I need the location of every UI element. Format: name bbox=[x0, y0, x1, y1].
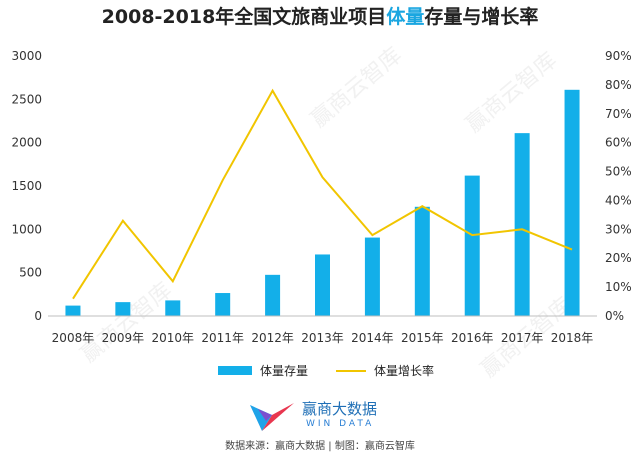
y-right-tick-label: 80% bbox=[605, 78, 632, 92]
logo-mark-mid bbox=[258, 409, 272, 421]
y-right-tick-label: 50% bbox=[605, 165, 632, 179]
x-tick-label: 2017年 bbox=[501, 331, 544, 345]
chart-title: 2008-2018年全国文旅商业项目体量存量与增长率 bbox=[0, 2, 640, 29]
legend-bar: 体量存量 bbox=[218, 362, 308, 379]
y-right-tick-label: 30% bbox=[605, 222, 632, 236]
y-left-tick-label: 2500 bbox=[11, 92, 42, 106]
bar bbox=[65, 305, 81, 316]
logo-mark-left bbox=[250, 405, 272, 431]
windata-logo bbox=[250, 403, 294, 431]
x-tick-label: 2018年 bbox=[551, 331, 594, 345]
y-right-tick-label: 90% bbox=[605, 49, 632, 63]
bar bbox=[165, 300, 181, 316]
bar bbox=[464, 175, 480, 316]
tick-labels: 0 500 1000 1500 2000 2500 3000 0% 10% 20% 30% 40% 50… bbox=[11, 49, 631, 345]
bar bbox=[564, 89, 580, 316]
bar bbox=[414, 206, 430, 316]
y-right-tick-label: 20% bbox=[605, 251, 632, 265]
bar bbox=[115, 302, 131, 316]
title-part-1: 2008-2018年全国文旅商业项目 bbox=[101, 6, 387, 28]
y-left-tick-label: 1500 bbox=[11, 179, 42, 193]
bar-series bbox=[65, 89, 580, 316]
logo-mark-right bbox=[262, 403, 294, 431]
bar bbox=[514, 133, 530, 316]
legend-bar-label: 体量存量 bbox=[260, 364, 309, 378]
x-tick-label: 2009年 bbox=[102, 331, 145, 345]
combo-chart: 0 500 1000 1500 2000 2500 3000 0% 10% 20% 30% 40% 50… bbox=[11, 49, 631, 345]
growth-line bbox=[72, 88, 573, 300]
title-highlight: 体量 bbox=[386, 6, 425, 28]
logo-name: 赢商大数据 bbox=[302, 400, 378, 418]
line-series bbox=[72, 88, 573, 300]
bar bbox=[265, 274, 281, 316]
legend-line: 体量增长率 bbox=[336, 362, 434, 379]
logo-sub: WIN DATA bbox=[306, 419, 375, 429]
y-right-tick-label: 60% bbox=[605, 136, 632, 150]
legend-bar-swatch bbox=[218, 366, 252, 375]
bar bbox=[315, 254, 330, 316]
x-tick-label: 2010年 bbox=[151, 331, 194, 345]
x-tick-label: 2015年 bbox=[401, 331, 444, 345]
x-tick-label: 2013年 bbox=[301, 331, 344, 345]
y-right-tick-label: 0% bbox=[605, 309, 624, 323]
source-note: 数据来源：赢商大数据 | 制图：赢商云智库 bbox=[225, 441, 415, 452]
y-right-tick-label: 70% bbox=[605, 107, 632, 121]
x-tick-label: 2014年 bbox=[351, 331, 394, 345]
legend-line-label: 体量增长率 bbox=[374, 364, 435, 378]
bar bbox=[215, 293, 231, 316]
y-left-tick-label: 1000 bbox=[11, 222, 42, 236]
y-left-tick-label: 2000 bbox=[11, 136, 42, 150]
x-tick-label: 2011年 bbox=[201, 331, 244, 345]
bar bbox=[364, 237, 380, 316]
y-right-tick-label: 40% bbox=[605, 193, 632, 207]
y-left-tick-label: 0 bbox=[34, 309, 42, 323]
x-tick-label: 2008年 bbox=[52, 331, 95, 345]
y-left-tick-label: 3000 bbox=[11, 49, 42, 63]
x-tick-label: 2012年 bbox=[251, 331, 294, 345]
y-right-tick-label: 10% bbox=[605, 280, 632, 294]
title-part-2: 存量与增长率 bbox=[424, 6, 539, 28]
x-tick-label: 2016年 bbox=[451, 331, 494, 345]
legend-line-swatch bbox=[336, 369, 366, 372]
y-left-tick-label: 500 bbox=[19, 266, 42, 280]
